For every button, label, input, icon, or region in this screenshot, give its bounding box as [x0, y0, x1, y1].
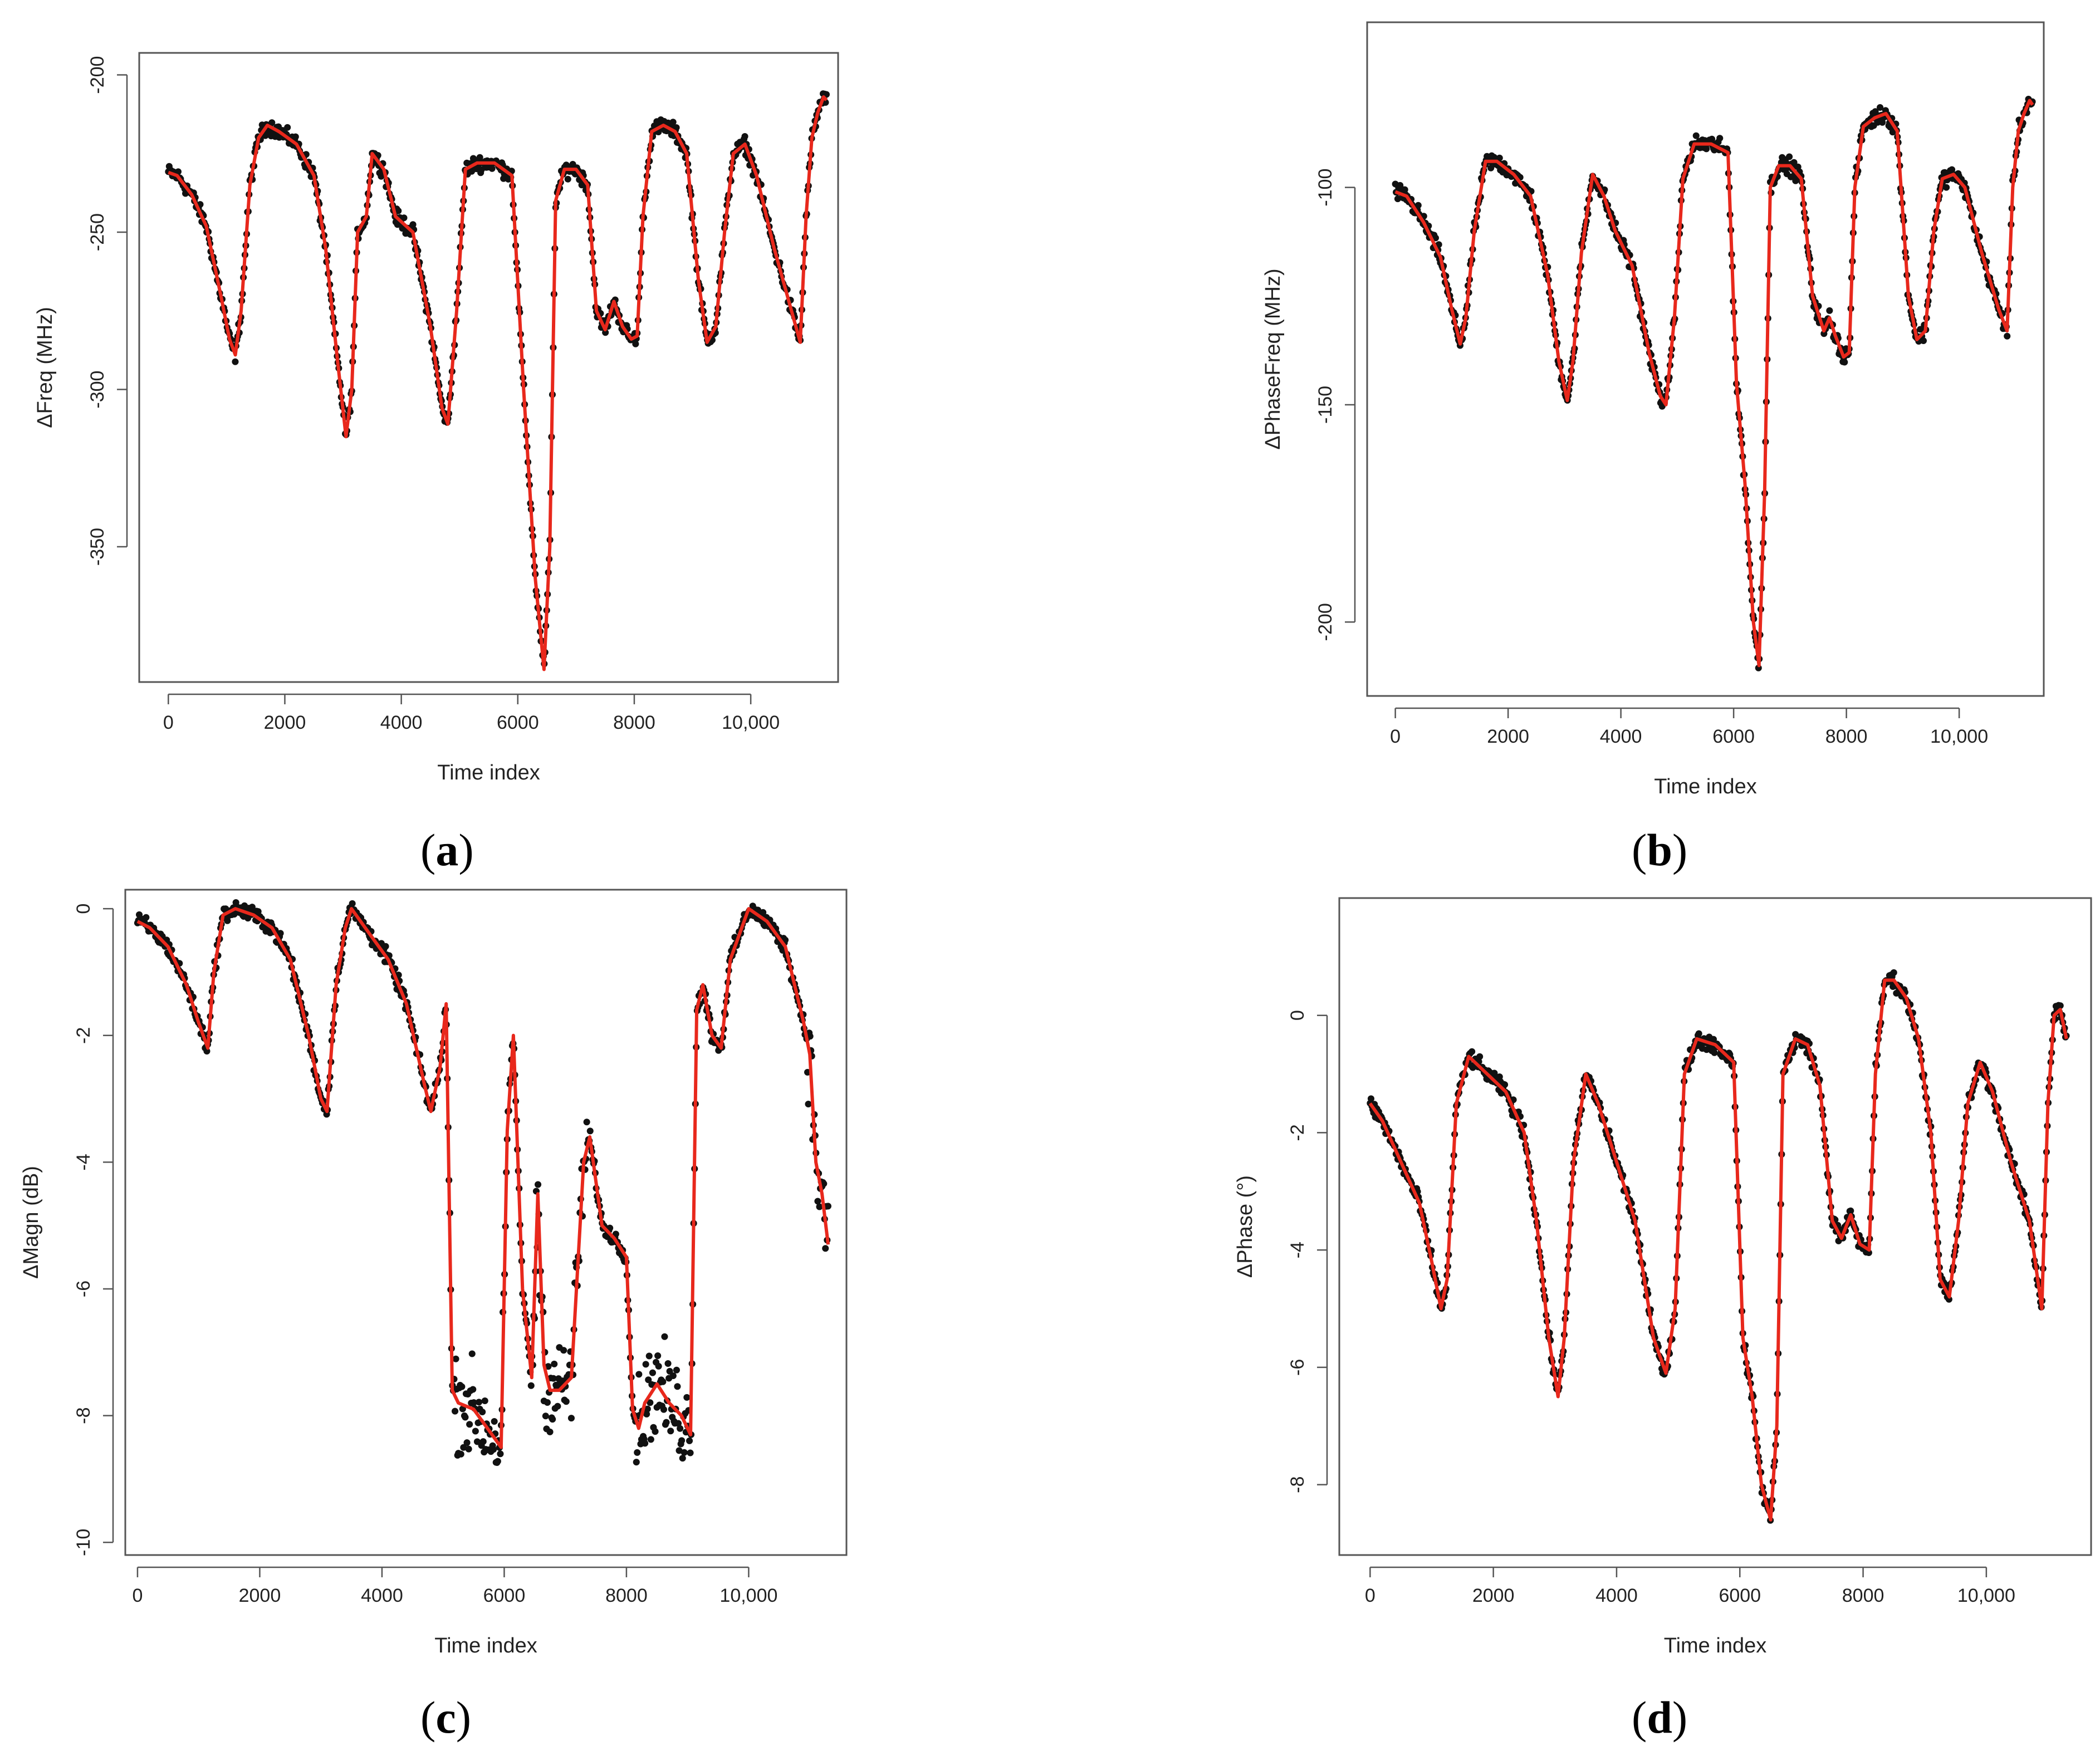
y-axis-label-a: ΔFreq (MHz)	[33, 307, 57, 428]
y-tick-label-d-0: 0	[1287, 1010, 1308, 1021]
fit-line-a	[168, 95, 828, 671]
y-tick-label-d-1: -2	[1287, 1124, 1308, 1141]
panel-c: 0 2000 4000 6000 8000 10,000 0 -2 -4 -6 -8 -10 Time …	[0, 873, 1050, 1746]
x-tick-label-b-4: 8000	[1825, 726, 1868, 747]
y-tick-label-b-2: -200	[1315, 603, 1336, 641]
panel-d-label: (d)	[1632, 1692, 1688, 1743]
chart-b: 0 2000 4000 6000 8000 10,000 -100 -150 -200 Time …	[1261, 21, 2045, 798]
scatter-series-a	[165, 90, 830, 668]
x-tick-label-d-0: 0	[1365, 1585, 1375, 1606]
plot-frame-b	[1366, 21, 2045, 697]
y-tick-label-c-3: -6	[73, 1281, 94, 1297]
y-tick-label-a-1: -250	[87, 213, 108, 251]
fit-line-b	[1394, 99, 2034, 668]
x-tick-label-d-1: 2000	[1472, 1585, 1515, 1606]
x-tick-label-b-1: 2000	[1487, 726, 1529, 747]
y-axis-label-c: ΔMagn (dB)	[19, 1166, 43, 1279]
fit-line-c	[136, 907, 830, 1449]
y-tick-label-d-3: -6	[1287, 1359, 1308, 1376]
panel-c-label: (c)	[420, 1692, 472, 1743]
x-tick-label-c-0: 0	[132, 1585, 143, 1606]
panel-b: 0 2000 4000 6000 8000 10,000 -100 -150 -200 Time …	[1050, 0, 2100, 875]
y-axis-label-d: ΔPhase (°)	[1233, 1175, 1257, 1278]
x-tick-label-a-4: 8000	[613, 712, 655, 733]
data-points-b	[1392, 96, 2036, 671]
x-tick-label-b-3: 6000	[1712, 726, 1755, 747]
x-tick-label-b-0: 0	[1390, 726, 1401, 747]
panel-d: 0 2000 4000 6000 8000 10,000 0 -2 -4 -6 -8 Time ind…	[1050, 873, 2100, 1746]
y-tick-label-d-2: -4	[1287, 1242, 1308, 1258]
scatter-series-d	[1367, 969, 2070, 1524]
plot-frame-c	[124, 889, 848, 1556]
y-tick-label-b-1: -150	[1315, 386, 1336, 424]
chart-d: 0 2000 4000 6000 8000 10,000 0 -2 -4 -6 -8 Time ind…	[1233, 897, 2092, 1657]
x-tick-label-a-5: 10,000	[722, 712, 780, 733]
x-tick-label-d-4: 8000	[1842, 1585, 1884, 1606]
y-tick-label-c-4: -8	[73, 1407, 94, 1424]
scatter-series-b	[1392, 96, 2036, 671]
y-tick-label-a-3: -350	[87, 528, 108, 566]
x-tick-label-d-3: 6000	[1719, 1585, 1761, 1606]
panel-a-label: (a)	[420, 825, 474, 875]
y-tick-label-a-2: -300	[87, 371, 108, 409]
x-axis-label-d: Time index	[1664, 1634, 1766, 1657]
y-tick-label-c-5: -10	[73, 1529, 94, 1556]
chart-a: 0 2000 4000 6000 8000 10,000 -200 -250 -300 -350 T…	[33, 52, 839, 784]
x-axis-label-c: Time index	[434, 1634, 537, 1657]
y-tick-label-d-4: -8	[1287, 1476, 1308, 1493]
x-tick-label-b-2: 4000	[1600, 726, 1642, 747]
x-tick-label-c-5: 10,000	[719, 1585, 777, 1606]
x-tick-label-c-2: 4000	[361, 1585, 403, 1606]
x-tick-label-c-4: 8000	[605, 1585, 648, 1606]
y-tick-label-c-2: -4	[73, 1154, 94, 1170]
fit-line-d	[1368, 978, 2068, 1522]
plot-frame-d	[1338, 897, 2092, 1556]
data-points-c	[134, 899, 831, 1466]
x-axis-label-a: Time index	[437, 761, 540, 784]
panel-b-label: (b)	[1632, 825, 1688, 875]
y-tick-label-c-1: -2	[73, 1027, 94, 1044]
y-tick-label-c-0: 0	[73, 904, 94, 914]
x-tick-label-c-3: 6000	[483, 1585, 526, 1606]
x-tick-label-a-0: 0	[163, 712, 174, 733]
scatter-series-c	[134, 899, 831, 1466]
data-points-a	[165, 90, 830, 668]
x-tick-label-d-5: 10,000	[1957, 1585, 2015, 1606]
y-tick-label-a-0: -200	[87, 56, 108, 94]
x-tick-label-b-5: 10,000	[1930, 726, 1988, 747]
x-tick-label-d-2: 4000	[1595, 1585, 1638, 1606]
plot-frame-a	[138, 52, 839, 683]
x-tick-label-a-1: 2000	[264, 712, 306, 733]
y-tick-label-b-0: -100	[1315, 169, 1336, 207]
panel-a: 0 2000 4000 6000 8000 10,000 -200 -250 -300 -350 T…	[0, 0, 1050, 875]
x-tick-label-a-3: 6000	[497, 712, 539, 733]
chart-c: 0 2000 4000 6000 8000 10,000 0 -2 -4 -6 -8 -10 Time …	[19, 889, 848, 1657]
data-points-d	[1367, 969, 2070, 1524]
x-tick-label-a-2: 4000	[380, 712, 423, 733]
x-axis-label-b: Time index	[1654, 775, 1756, 798]
y-axis-label-b: ΔPhaseFreq (MHz)	[1261, 268, 1285, 449]
x-tick-label-c-1: 2000	[239, 1585, 281, 1606]
